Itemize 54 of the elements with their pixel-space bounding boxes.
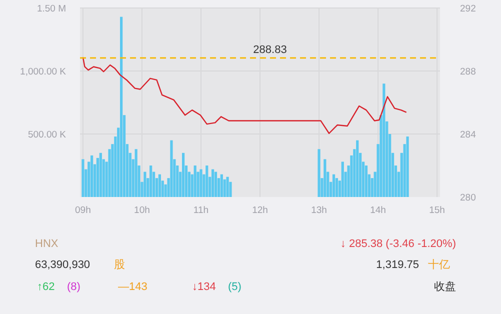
text: ↓134 [192, 281, 216, 293]
bar [324, 159, 326, 197]
bar [211, 169, 214, 197]
x-tick-label: 15h [429, 205, 445, 216]
bar [356, 140, 359, 197]
bar [158, 174, 161, 197]
bar [335, 178, 338, 197]
x-tick-label: 13h [311, 205, 327, 216]
ref-line-label: 288.83 [253, 44, 287, 56]
x-tick-label: 12h [252, 205, 268, 216]
bar [220, 174, 223, 197]
bar [194, 166, 196, 197]
bar [341, 162, 344, 197]
bar [200, 169, 202, 197]
bar [82, 159, 84, 197]
x-tick-label: 11h [193, 205, 209, 216]
line-series [82, 56, 407, 134]
y-tick-label: 500.00 K [28, 129, 67, 140]
bar [214, 172, 218, 197]
bar [364, 166, 368, 197]
text: HNX [35, 238, 59, 250]
text: 1,319.75 [376, 259, 419, 271]
bar [99, 152, 102, 197]
y-tick-label: 1,000.00 K [20, 66, 67, 78]
text: 63,390,930 [35, 259, 90, 271]
text: ↓ 285.38 (-3.46 -1.20%) [340, 238, 456, 250]
y-tick-label: 1.50 M [36, 3, 66, 14]
y2-tick-label: 292 [460, 3, 476, 14]
y2-tick-label: 280 [460, 192, 476, 204]
text: (8) [67, 281, 80, 293]
bar [332, 174, 336, 197]
bar [206, 166, 208, 197]
bar [144, 172, 146, 197]
x-tick-label: 14h [370, 205, 386, 216]
bar [120, 16, 123, 197]
x-tick-label: 10h [134, 205, 150, 216]
text: 收盘 [434, 281, 456, 293]
y2-tick-label: 288 [460, 66, 476, 78]
bar [382, 84, 386, 197]
text: 十亿 [428, 258, 450, 271]
bar [90, 155, 94, 197]
x-tick-label: 09h [75, 205, 91, 216]
text: 股 [114, 259, 125, 271]
text: ↑62 [37, 281, 55, 293]
bar [226, 176, 229, 197]
bar [170, 140, 173, 197]
bar [318, 149, 320, 197]
bar [182, 152, 185, 197]
text: (5) [228, 281, 242, 293]
y2-tick-label: 284 [460, 129, 476, 140]
bar [406, 136, 409, 197]
bar [134, 149, 138, 197]
bar [150, 166, 152, 197]
text: —143 [118, 281, 148, 293]
